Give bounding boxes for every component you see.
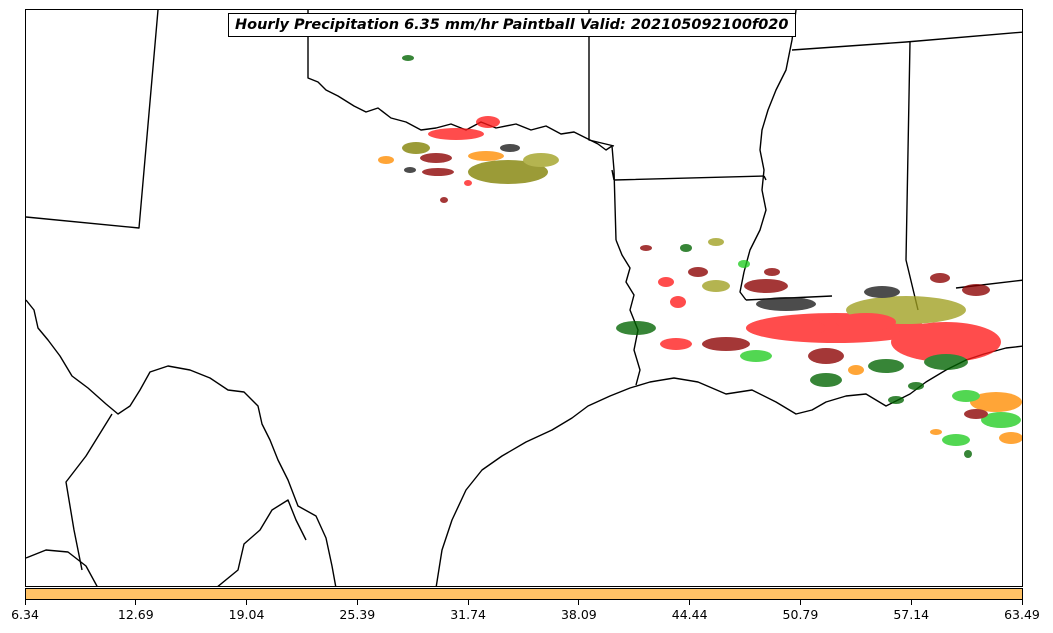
- precip-blob: [744, 279, 788, 293]
- colorado-new-mexico-border: [26, 10, 159, 229]
- precip-blob: [464, 180, 472, 186]
- colorbar-tick-label: 6.34: [11, 607, 39, 622]
- precip-blob: [764, 268, 780, 276]
- precip-blob: [420, 153, 452, 163]
- precip-blob: [702, 280, 730, 292]
- precip-blob: [888, 396, 904, 404]
- mississippi-alabama-border: [905, 41, 919, 311]
- precip-blob: [640, 245, 652, 251]
- mexico-state-border-coahuila: [217, 499, 307, 586]
- colorbar-tick-label: 19.04: [228, 607, 265, 622]
- precip-blob: [523, 153, 559, 167]
- precip-blob: [756, 297, 816, 311]
- precip-blob: [680, 244, 692, 252]
- precip-blob: [738, 260, 750, 268]
- precip-blob: [688, 267, 708, 277]
- precip-blob: [836, 313, 896, 331]
- colorbar-tick: [578, 600, 580, 605]
- gulf-coastline: [435, 345, 1022, 586]
- precip-blob: [616, 321, 656, 335]
- colorbar-tick-label: 57.14: [893, 607, 930, 622]
- precip-blob: [810, 373, 842, 387]
- precip-blob: [908, 382, 924, 390]
- precip-blob: [468, 151, 504, 161]
- precip-blob: [476, 116, 500, 128]
- oklahoma-border: [307, 10, 617, 241]
- precip-blob: [891, 322, 1001, 362]
- precip-blob: [658, 277, 674, 287]
- colorbar-tick-label: 12.69: [117, 607, 154, 622]
- colorbar-tick: [467, 600, 469, 605]
- colorbar-tick: [910, 600, 912, 605]
- precip-blob: [702, 337, 750, 351]
- precip-blob: [660, 338, 692, 350]
- mexico-state-border-chihuahua: [65, 413, 113, 571]
- mexico-state-border-west: [26, 549, 98, 586]
- colorbar-tick: [135, 600, 137, 605]
- precip-blob: [422, 168, 454, 176]
- colorbar-tick-label: 44.44: [671, 607, 708, 622]
- colorbar-tick: [689, 600, 691, 605]
- texas-louisiana-border: [615, 239, 641, 386]
- precip-blob: [378, 156, 394, 164]
- precip-blob: [402, 55, 414, 61]
- precip-blob: [708, 238, 724, 246]
- state-boundaries: [26, 10, 1022, 586]
- map-panel: [25, 9, 1023, 587]
- precip-blob: [999, 432, 1022, 444]
- rio-grande-border: [26, 299, 337, 586]
- precip-blob: [746, 318, 826, 338]
- colorbar-tick: [246, 600, 248, 605]
- precip-blob: [402, 142, 430, 154]
- precip-blob: [942, 434, 970, 446]
- precip-blob: [808, 348, 844, 364]
- precip-blob: [964, 409, 988, 419]
- colorbar-tick-label: 50.79: [782, 607, 819, 622]
- colorbar-tick: [1021, 600, 1023, 605]
- colorbar-tick-label: 25.39: [339, 607, 376, 622]
- colorbar-tick: [356, 600, 358, 605]
- precip-blob: [952, 390, 980, 402]
- precip-blob: [930, 273, 950, 283]
- colorbar: [25, 588, 1023, 600]
- precip-blob: [404, 167, 416, 173]
- precip-blob: [962, 284, 990, 296]
- colorbar-tick: [799, 600, 801, 605]
- precip-blob: [440, 197, 448, 203]
- precip-blob: [740, 350, 772, 362]
- precipitation-paintball-field: [378, 55, 1022, 458]
- colorbar-tick-label: 38.09: [560, 607, 597, 622]
- precip-blob: [848, 365, 864, 375]
- precip-blob: [970, 392, 1022, 412]
- precip-blob: [924, 354, 968, 370]
- tn-ms-border: [763, 175, 767, 181]
- precip-blob: [500, 144, 520, 152]
- missouri-border: [791, 31, 1022, 51]
- colorbar-tick-label: 31.74: [450, 607, 487, 622]
- precip-blob: [930, 429, 942, 435]
- arkansas-border: [588, 10, 765, 181]
- precip-blob: [864, 286, 900, 298]
- colorbar-tick: [24, 600, 26, 605]
- mississippi-river-border: [739, 10, 797, 301]
- precip-blob: [868, 359, 904, 373]
- precip-blob: [981, 412, 1021, 428]
- precip-blob: [468, 160, 548, 184]
- precip-blob: [670, 296, 686, 308]
- precip-blob: [964, 450, 972, 458]
- colorbar-tick-label: 63.49: [1004, 607, 1040, 622]
- precip-blob: [428, 128, 484, 140]
- map-canvas: [26, 10, 1022, 586]
- map-title: Hourly Precipitation 6.35 mm/hr Paintbal…: [228, 13, 796, 37]
